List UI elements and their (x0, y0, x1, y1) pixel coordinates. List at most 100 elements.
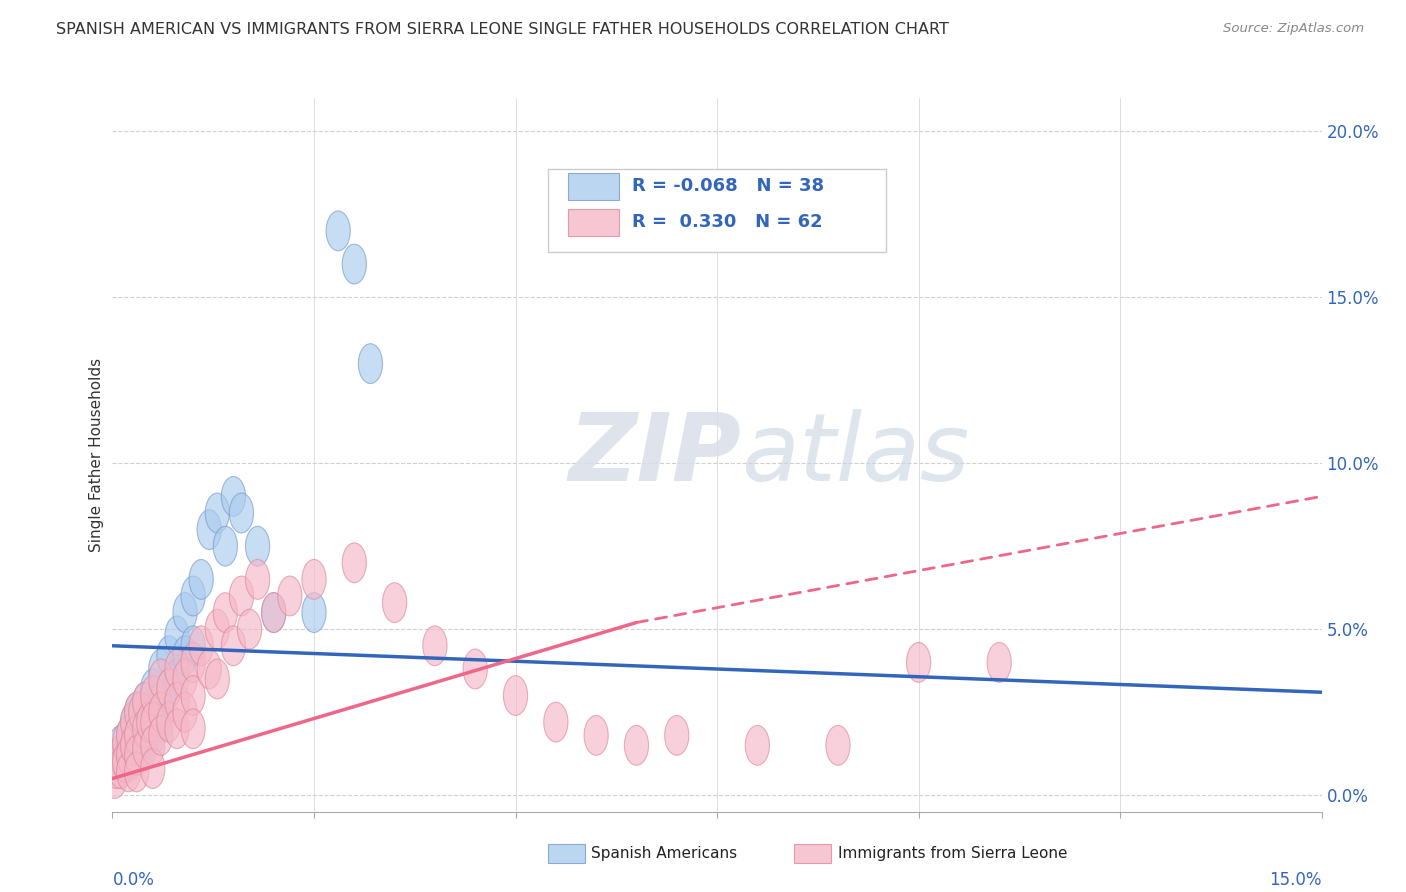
Ellipse shape (108, 748, 132, 789)
Ellipse shape (342, 543, 367, 582)
Ellipse shape (108, 742, 132, 782)
Ellipse shape (112, 735, 136, 775)
Ellipse shape (149, 682, 173, 723)
Ellipse shape (165, 615, 188, 656)
Ellipse shape (141, 725, 165, 765)
Ellipse shape (141, 715, 165, 756)
Ellipse shape (132, 702, 157, 742)
Ellipse shape (121, 702, 145, 742)
Ellipse shape (173, 692, 197, 732)
Ellipse shape (173, 592, 197, 632)
Ellipse shape (132, 682, 157, 723)
Ellipse shape (149, 649, 173, 689)
Ellipse shape (173, 636, 197, 675)
Ellipse shape (125, 715, 149, 756)
Ellipse shape (128, 692, 153, 732)
Ellipse shape (197, 509, 221, 549)
Text: atlas: atlas (741, 409, 970, 500)
Ellipse shape (173, 659, 197, 698)
Ellipse shape (221, 626, 246, 665)
Ellipse shape (108, 735, 132, 775)
Ellipse shape (214, 592, 238, 632)
Text: Immigrants from Sierra Leone: Immigrants from Sierra Leone (838, 847, 1067, 861)
Ellipse shape (382, 582, 406, 623)
Ellipse shape (326, 211, 350, 251)
Ellipse shape (181, 642, 205, 682)
Text: SPANISH AMERICAN VS IMMIGRANTS FROM SIERRA LEONE SINGLE FATHER HOUSEHOLDS CORREL: SPANISH AMERICAN VS IMMIGRANTS FROM SIER… (56, 22, 949, 37)
Ellipse shape (503, 675, 527, 715)
Ellipse shape (665, 715, 689, 756)
Ellipse shape (181, 709, 205, 748)
Ellipse shape (136, 702, 160, 742)
Ellipse shape (262, 592, 285, 632)
Ellipse shape (121, 702, 145, 742)
Ellipse shape (108, 725, 132, 765)
Ellipse shape (423, 626, 447, 665)
Ellipse shape (117, 735, 141, 775)
Ellipse shape (157, 669, 181, 709)
Ellipse shape (221, 476, 246, 516)
Ellipse shape (544, 702, 568, 742)
Text: Source: ZipAtlas.com: Source: ZipAtlas.com (1223, 22, 1364, 36)
Ellipse shape (141, 675, 165, 715)
Ellipse shape (181, 626, 205, 665)
Ellipse shape (157, 636, 181, 675)
Text: R =  0.330   N = 62: R = 0.330 N = 62 (633, 212, 823, 230)
Ellipse shape (157, 669, 181, 709)
Ellipse shape (117, 742, 141, 782)
Ellipse shape (104, 748, 128, 789)
FancyBboxPatch shape (568, 173, 619, 200)
Ellipse shape (229, 576, 253, 615)
Ellipse shape (165, 682, 188, 723)
Ellipse shape (125, 752, 149, 792)
Ellipse shape (125, 735, 149, 775)
Ellipse shape (103, 758, 127, 798)
Ellipse shape (117, 715, 141, 756)
Ellipse shape (132, 709, 157, 748)
Ellipse shape (181, 576, 205, 615)
Ellipse shape (112, 742, 136, 782)
Ellipse shape (214, 526, 238, 566)
Ellipse shape (205, 609, 229, 649)
Ellipse shape (121, 725, 145, 765)
Ellipse shape (165, 659, 188, 698)
Ellipse shape (149, 702, 173, 742)
Ellipse shape (125, 692, 149, 732)
Ellipse shape (624, 725, 648, 765)
Ellipse shape (117, 715, 141, 756)
Ellipse shape (112, 723, 136, 762)
Ellipse shape (205, 493, 229, 533)
Ellipse shape (302, 592, 326, 632)
Ellipse shape (583, 715, 609, 756)
FancyBboxPatch shape (548, 169, 886, 252)
Ellipse shape (987, 642, 1011, 682)
Ellipse shape (141, 702, 165, 742)
Ellipse shape (117, 752, 141, 792)
Ellipse shape (238, 609, 262, 649)
Ellipse shape (246, 526, 270, 566)
Ellipse shape (141, 692, 165, 732)
Y-axis label: Single Father Households: Single Father Households (89, 358, 104, 552)
Ellipse shape (246, 559, 270, 599)
Ellipse shape (165, 649, 188, 689)
Ellipse shape (359, 343, 382, 384)
Ellipse shape (125, 715, 149, 756)
Ellipse shape (132, 725, 157, 765)
Ellipse shape (132, 682, 157, 723)
Ellipse shape (229, 493, 253, 533)
Ellipse shape (907, 642, 931, 682)
Ellipse shape (125, 692, 149, 732)
Text: R = -0.068   N = 38: R = -0.068 N = 38 (633, 177, 824, 194)
Text: ZIP: ZIP (568, 409, 741, 501)
Ellipse shape (463, 649, 488, 689)
Ellipse shape (132, 729, 157, 769)
Ellipse shape (262, 592, 285, 632)
Ellipse shape (825, 725, 851, 765)
Ellipse shape (141, 748, 165, 789)
Ellipse shape (157, 702, 181, 742)
Ellipse shape (149, 692, 173, 732)
Ellipse shape (188, 559, 214, 599)
Ellipse shape (188, 626, 214, 665)
FancyBboxPatch shape (568, 209, 619, 235)
Text: Spanish Americans: Spanish Americans (591, 847, 737, 861)
